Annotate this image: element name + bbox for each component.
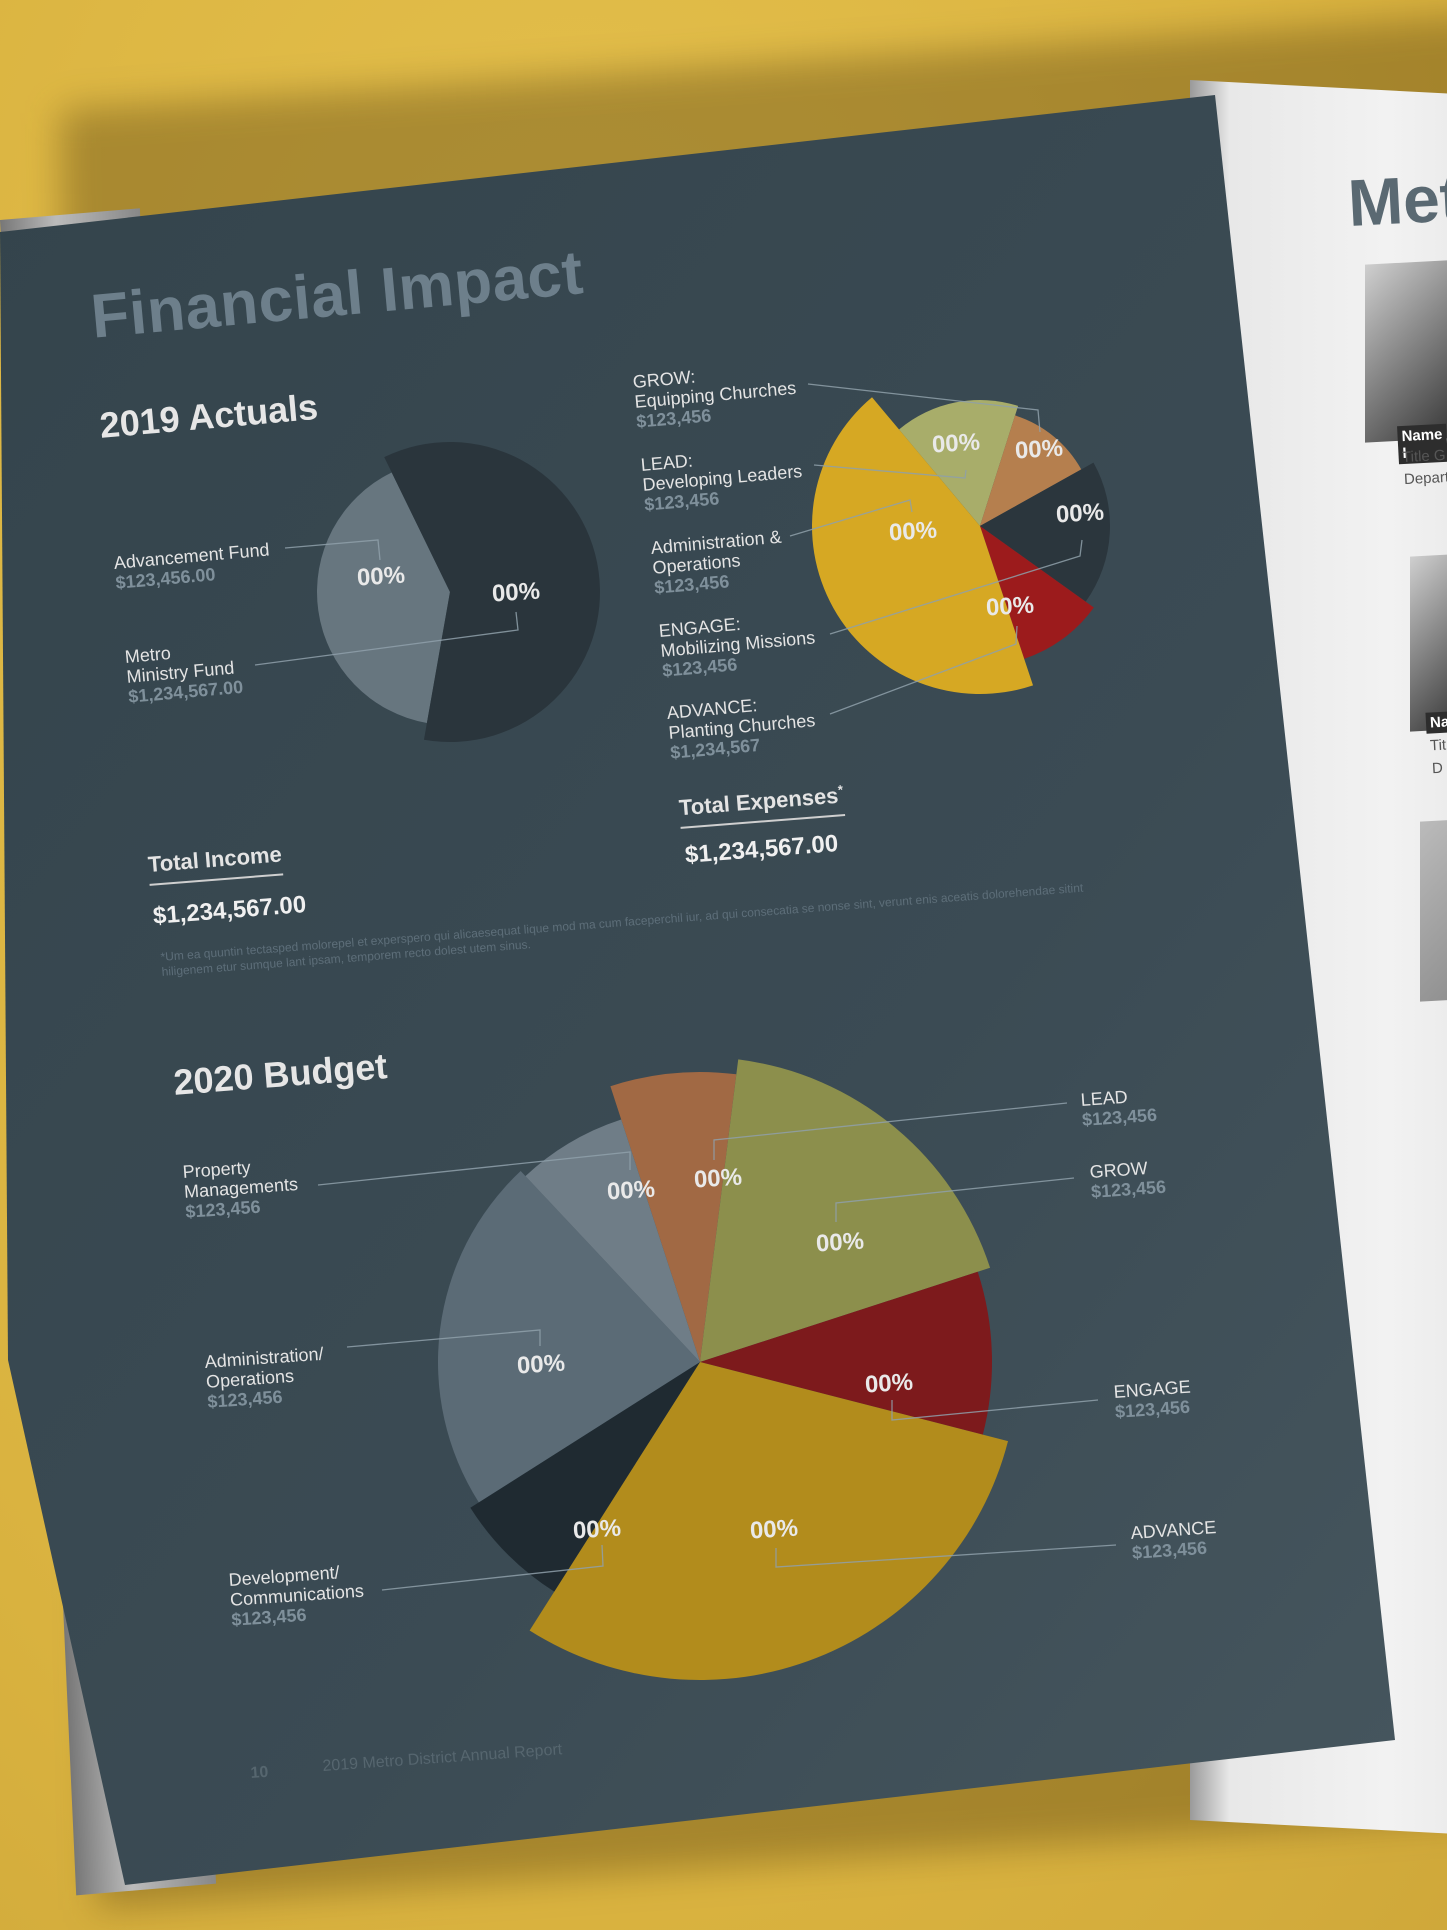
leader-line-8 xyxy=(835,1177,1075,1222)
budget-pct-grow: 00% xyxy=(815,1227,865,1258)
slice-amount: $123,456 xyxy=(1114,1396,1191,1422)
budget-2020-slice-3 xyxy=(529,1362,1009,1681)
footnote-mark: * xyxy=(837,782,844,798)
income-pct-advancement: 00% xyxy=(356,561,406,592)
actuals-heading: 2019 Actuals xyxy=(98,385,320,446)
budget-label-grow: GROW $123,456 xyxy=(1089,1157,1167,1202)
expense-pct-engage: 00% xyxy=(1055,498,1105,529)
leader-line-5 xyxy=(829,539,1083,635)
leader-line-7 xyxy=(713,1102,1068,1160)
leader-line-0 xyxy=(284,539,381,561)
leader-line-11 xyxy=(381,1544,604,1591)
total-expenses-label: Total Expenses* xyxy=(678,782,846,830)
expense-label-admin: Administration & Operations $123,456 xyxy=(650,527,786,598)
total-expenses-text: Total Expenses xyxy=(678,782,840,821)
leader-line-12 xyxy=(346,1329,541,1348)
expense-label-grow: GROW: Equipping Churches $123,456 xyxy=(632,358,799,432)
total-expenses-value: $1,234,567.00 xyxy=(684,829,840,869)
footer-text: 2019 Metro District Annual Report xyxy=(322,1741,563,1775)
leader-line-3 xyxy=(813,464,967,479)
expenses-2019-slice-4 xyxy=(811,397,1034,695)
budget-pct-property: 00% xyxy=(606,1175,656,1206)
leader-line-10 xyxy=(775,1544,1117,1568)
budget-pct-lead: 00% xyxy=(693,1163,743,1194)
expenses-2019-slice-3 xyxy=(980,526,1094,659)
slice-amount: $123,456 xyxy=(1081,1104,1158,1130)
income-2019-slice-0 xyxy=(316,472,450,723)
budget-label-engage: ENGAGE $123,456 xyxy=(1113,1377,1193,1422)
budget-label-advance: ADVANCE $123,456 xyxy=(1130,1517,1218,1563)
expense-pct-admin: 00% xyxy=(888,516,938,547)
leader-line-9 xyxy=(891,1399,1099,1421)
budget-2020-slice-0 xyxy=(610,1072,737,1362)
budget-pct-development: 00% xyxy=(572,1514,622,1545)
budget-label-property: Property Managements $123,456 xyxy=(182,1154,300,1222)
budget-label-administration: Administration/ Operations $123,456 xyxy=(204,1344,327,1412)
page-number: 10 xyxy=(250,1763,269,1782)
leader-line-1 xyxy=(254,611,519,666)
total-income-label: Total Income xyxy=(147,841,284,886)
budget-heading: 2020 Budget xyxy=(172,1045,389,1103)
expenses-2019-slice-1 xyxy=(980,415,1082,526)
expense-label-lead: LEAD: Developing Leaders $123,456 xyxy=(640,441,805,514)
budget-2020-slice-5 xyxy=(438,1171,700,1503)
budget-label-development: Development/ Communications $123,456 xyxy=(228,1561,366,1630)
budget-2020-slice-4 xyxy=(470,1362,700,1592)
total-income-value: $1,234,567.00 xyxy=(152,890,308,930)
page-title: Financial Impact xyxy=(88,238,587,352)
slice-amount: $123,456 xyxy=(1090,1176,1167,1202)
income-label-metro: Metro Ministry Fund $1,234,567.00 xyxy=(124,637,244,707)
leader-line-2 xyxy=(807,383,1041,433)
expense-pct-lead: 00% xyxy=(931,428,981,459)
income-label-advancement: Advancement Fund $123,456.00 xyxy=(113,539,272,592)
budget-2020-slice-2 xyxy=(700,1271,992,1435)
budget-2020-slice-6 xyxy=(525,1119,700,1362)
budget-2020-slice-1 xyxy=(700,1059,991,1362)
leader-line-13 xyxy=(317,1151,631,1186)
leader-line-4 xyxy=(789,499,913,537)
leader-line-6 xyxy=(829,625,1018,715)
income-2019-slice-1 xyxy=(384,442,600,743)
expense-label-advance: ADVANCE: Planting Churches $1,234,567 xyxy=(666,690,818,763)
expenses-2019-slice-2 xyxy=(980,462,1111,602)
income-pct-metro: 00% xyxy=(491,577,541,608)
expense-pct-advance: 00% xyxy=(985,591,1035,622)
budget-pct-engage: 00% xyxy=(864,1368,914,1399)
budget-pct-advance: 00% xyxy=(749,1514,799,1545)
expense-pct-grow: 00% xyxy=(1014,434,1064,465)
budget-label-lead: LEAD $123,456 xyxy=(1080,1085,1158,1130)
expense-label-engage: ENGAGE: Mobilizing Missions $123,456 xyxy=(658,607,818,681)
budget-pct-administration: 00% xyxy=(516,1349,566,1380)
expenses-2019-slice-0 xyxy=(899,400,1019,526)
